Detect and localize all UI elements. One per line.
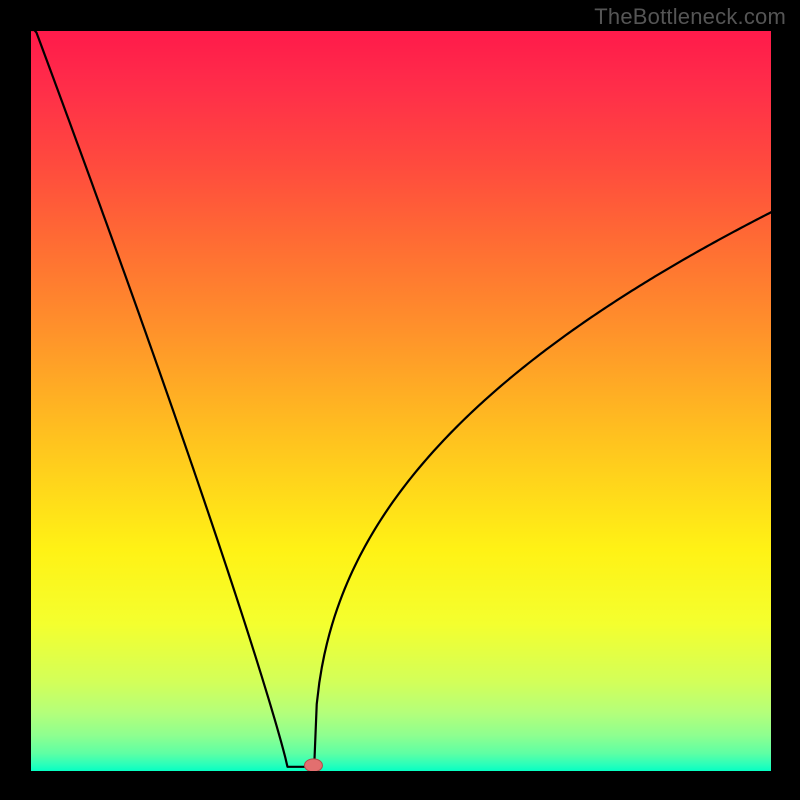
watermark-text: TheBottleneck.com [594,4,786,30]
plot-background-gradient [30,30,772,772]
optimal-point-marker [304,759,322,772]
chart-container: TheBottleneck.com [0,0,800,800]
bottleneck-chart [0,0,800,800]
